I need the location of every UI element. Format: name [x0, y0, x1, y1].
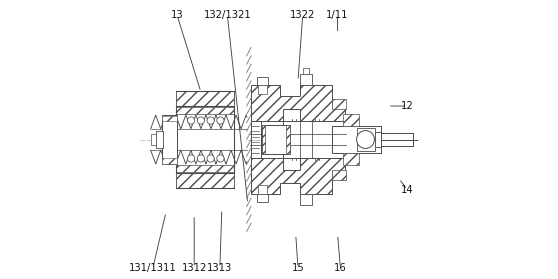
- Bar: [257, 77, 268, 85]
- Bar: [156, 131, 163, 148]
- Bar: [176, 106, 234, 173]
- Bar: [262, 125, 290, 154]
- Bar: [283, 121, 345, 158]
- Bar: [162, 115, 177, 164]
- Circle shape: [207, 117, 214, 124]
- Bar: [332, 170, 346, 180]
- Bar: [258, 185, 267, 194]
- Bar: [162, 158, 177, 164]
- Text: 15: 15: [292, 263, 304, 273]
- Text: 132/1321: 132/1321: [204, 10, 251, 20]
- Bar: [258, 85, 267, 94]
- Bar: [300, 194, 311, 205]
- Bar: [151, 134, 156, 145]
- Text: 16: 16: [334, 263, 347, 273]
- Circle shape: [187, 155, 195, 162]
- Circle shape: [207, 155, 214, 162]
- Text: 1322: 1322: [290, 10, 315, 20]
- Bar: [357, 128, 375, 151]
- Bar: [257, 194, 268, 202]
- Bar: [262, 125, 266, 154]
- Bar: [286, 125, 290, 154]
- Text: 14: 14: [401, 185, 413, 195]
- Bar: [176, 165, 234, 172]
- Text: 1312: 1312: [181, 263, 207, 273]
- Text: 1/11: 1/11: [326, 10, 349, 20]
- Bar: [300, 74, 311, 85]
- Circle shape: [217, 117, 224, 124]
- Bar: [332, 126, 381, 153]
- Text: 131/1311: 131/1311: [129, 263, 177, 273]
- Circle shape: [217, 155, 224, 162]
- Circle shape: [357, 131, 374, 148]
- Bar: [343, 153, 358, 165]
- Bar: [162, 116, 177, 121]
- Polygon shape: [251, 85, 345, 121]
- Text: 12: 12: [401, 101, 413, 111]
- Bar: [332, 99, 346, 109]
- Text: 13: 13: [171, 10, 184, 20]
- Bar: [303, 68, 309, 74]
- Bar: [176, 107, 234, 114]
- Polygon shape: [251, 158, 345, 194]
- Bar: [176, 91, 234, 106]
- Circle shape: [198, 155, 205, 162]
- Bar: [375, 132, 382, 147]
- Bar: [343, 114, 358, 126]
- Circle shape: [187, 117, 195, 124]
- Text: 1313: 1313: [207, 263, 233, 273]
- Bar: [251, 121, 261, 158]
- Bar: [176, 173, 234, 188]
- Circle shape: [198, 117, 205, 124]
